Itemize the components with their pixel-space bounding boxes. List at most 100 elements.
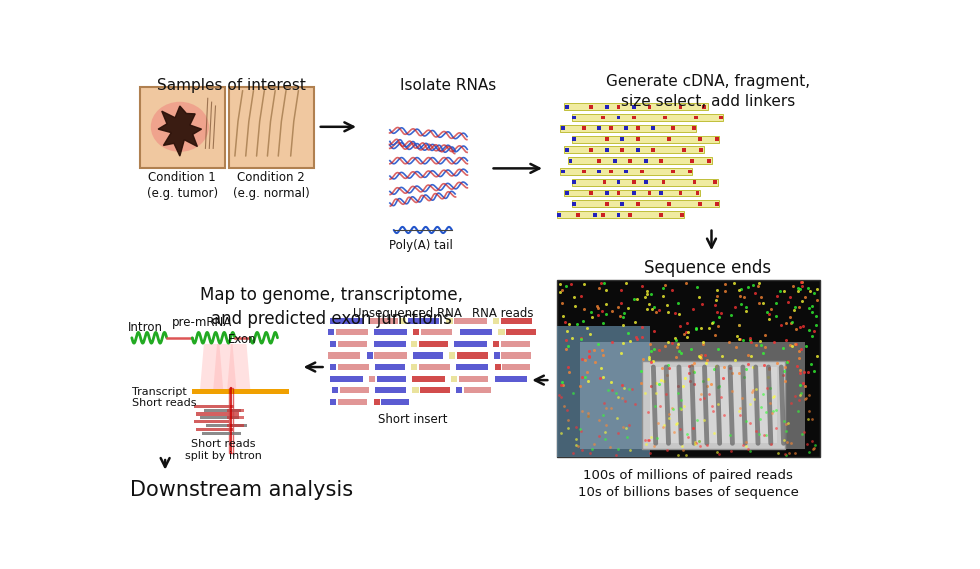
Bar — [698, 137, 702, 141]
Bar — [609, 170, 612, 174]
Bar — [368, 318, 399, 324]
Bar — [374, 329, 407, 336]
Bar — [667, 202, 671, 206]
Bar — [636, 137, 640, 141]
Bar — [227, 417, 244, 419]
Bar — [564, 189, 700, 196]
Bar — [636, 202, 640, 206]
Bar — [206, 424, 247, 427]
Bar — [411, 364, 417, 370]
Bar — [648, 191, 652, 195]
Bar — [660, 213, 663, 217]
Bar — [642, 361, 785, 450]
Polygon shape — [227, 344, 250, 390]
Bar — [413, 387, 418, 393]
Text: 100s of millions of paired reads
10s of billions bases of sequence: 100s of millions of paired reads 10s of … — [578, 469, 799, 498]
Bar — [459, 376, 488, 382]
Text: pre-mRNA: pre-mRNA — [172, 316, 232, 329]
Bar — [597, 126, 601, 130]
Bar — [408, 318, 439, 324]
Bar — [678, 105, 682, 109]
Bar — [572, 137, 576, 141]
Bar — [605, 202, 609, 206]
Bar — [561, 126, 564, 130]
Bar — [413, 376, 445, 382]
Bar — [671, 126, 674, 130]
Bar — [648, 105, 652, 109]
Bar — [564, 104, 708, 110]
Bar — [375, 387, 406, 393]
Bar — [644, 159, 648, 163]
Bar — [451, 376, 458, 382]
Bar — [572, 135, 719, 143]
Bar — [194, 420, 228, 423]
Bar — [196, 428, 233, 431]
Bar — [715, 202, 719, 206]
Bar — [660, 191, 663, 195]
Polygon shape — [214, 344, 236, 390]
Bar — [330, 399, 336, 405]
Bar — [597, 170, 601, 174]
Bar — [502, 364, 530, 370]
Bar — [572, 114, 723, 121]
Polygon shape — [158, 106, 202, 156]
Bar — [605, 137, 609, 141]
Bar — [616, 105, 620, 109]
Bar — [561, 125, 696, 132]
Bar — [338, 364, 368, 370]
Bar — [373, 399, 380, 405]
Bar — [682, 148, 686, 152]
Bar — [400, 318, 406, 324]
Bar — [589, 105, 593, 109]
Bar — [698, 202, 702, 206]
Bar — [373, 341, 406, 347]
Bar — [605, 148, 609, 152]
Bar — [572, 200, 719, 207]
Bar — [561, 170, 564, 174]
Bar — [447, 318, 453, 324]
Bar — [330, 364, 336, 370]
Bar — [493, 318, 499, 324]
Text: Poly(A) tail: Poly(A) tail — [389, 239, 453, 252]
Bar — [454, 318, 487, 324]
Bar — [564, 148, 568, 152]
Bar — [612, 159, 616, 163]
Bar — [713, 180, 717, 184]
Bar — [501, 318, 532, 324]
Bar — [663, 116, 667, 119]
Bar — [690, 159, 694, 163]
Text: Exon: Exon — [228, 333, 257, 346]
Bar — [139, 86, 224, 168]
Bar — [330, 318, 363, 324]
Bar — [557, 280, 820, 457]
Bar — [636, 148, 640, 152]
Bar — [499, 329, 505, 336]
Bar — [464, 387, 491, 393]
Bar — [601, 213, 605, 217]
Bar — [632, 180, 636, 184]
Bar — [568, 159, 572, 163]
Bar — [204, 409, 241, 412]
Bar — [568, 157, 711, 164]
Text: Short insert: Short insert — [378, 413, 448, 426]
Bar — [632, 116, 636, 119]
Bar — [367, 352, 372, 358]
Bar — [678, 191, 682, 195]
Bar — [338, 399, 368, 405]
Bar — [328, 329, 334, 336]
Bar — [589, 148, 593, 152]
Bar — [694, 116, 698, 119]
Bar — [650, 367, 777, 443]
Bar — [227, 409, 244, 412]
Text: Isolate RNAs: Isolate RNAs — [400, 77, 496, 93]
Bar — [376, 376, 406, 382]
Bar — [593, 213, 597, 217]
Text: Transcript: Transcript — [131, 387, 186, 397]
Text: Condition 2
(e.g. normal): Condition 2 (e.g. normal) — [233, 171, 310, 200]
Bar — [330, 341, 336, 347]
Bar — [680, 213, 684, 217]
Bar — [330, 376, 363, 382]
Bar — [708, 159, 711, 163]
Text: Short reads
split by intron: Short reads split by intron — [185, 439, 262, 461]
Bar — [601, 116, 605, 119]
